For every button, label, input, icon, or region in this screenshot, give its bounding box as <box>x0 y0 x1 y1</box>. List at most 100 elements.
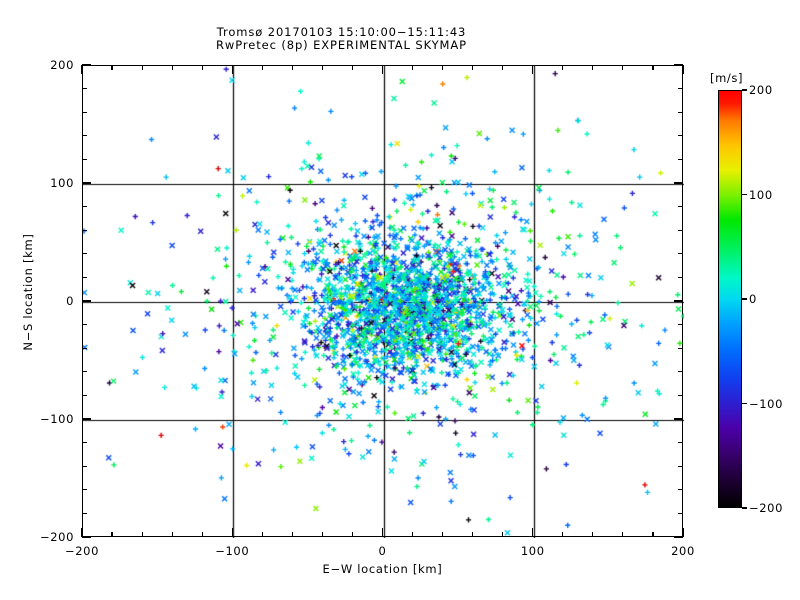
y-tick-label: −100 <box>40 412 74 426</box>
y-tick-label: 0 <box>66 294 74 308</box>
y-tick-right <box>678 276 683 278</box>
y-tick-left <box>82 253 87 255</box>
x-tick-top <box>81 65 83 74</box>
y-tick-left <box>82 347 87 349</box>
x-tick-bottom <box>321 532 323 537</box>
y-tick-right <box>678 371 683 373</box>
x-tick-bottom <box>502 532 504 537</box>
y-tick-right <box>678 253 683 255</box>
y-tick-left <box>82 394 87 396</box>
x-tick-bottom <box>141 532 143 537</box>
colorbar-tick-label: 100 <box>749 187 773 202</box>
y-tick-left <box>82 135 87 137</box>
y-tick-left <box>82 229 87 231</box>
colorbar-tick <box>742 193 747 196</box>
x-tick-bottom <box>381 528 384 537</box>
x-tick-bottom <box>442 532 444 537</box>
y-tick-right <box>678 229 683 231</box>
colorbar[interactable]: 200 100 0 −100 −200 <box>718 83 782 515</box>
x-tick-bottom <box>201 532 203 537</box>
y-tick-left <box>82 418 91 420</box>
x-tick-bottom <box>111 532 113 537</box>
x-tick-bottom <box>622 532 624 537</box>
x-tick-bottom <box>261 532 263 537</box>
x-tick-label: −100 <box>215 544 250 558</box>
y-tick-right <box>674 182 683 184</box>
y-tick-right <box>678 489 683 491</box>
x-tick-top <box>111 65 113 70</box>
x-tick-top <box>291 65 293 70</box>
colorbar-tick-label: 200 <box>749 83 773 97</box>
y-tick-right <box>678 158 683 160</box>
x-tick-top <box>562 65 564 70</box>
x-tick-top <box>652 65 654 70</box>
x-tick-top <box>592 65 594 70</box>
y-tick-right <box>674 418 683 420</box>
x-tick-bottom <box>562 532 564 537</box>
x-tick-bottom <box>411 532 414 537</box>
y-tick-left <box>82 489 87 491</box>
x-tick-top <box>351 65 354 70</box>
x-tick-top <box>472 65 474 70</box>
y-tick-right <box>678 394 683 396</box>
y-tick-right <box>678 206 683 208</box>
x-axis-title: E−W location [km] <box>322 562 443 576</box>
x-tick-bottom <box>351 532 354 537</box>
x-tick-top <box>321 65 323 70</box>
y-tick-label: 100 <box>50 176 74 190</box>
y-tick-left <box>82 182 91 184</box>
x-tick-bottom <box>81 528 83 537</box>
x-tick-label: 200 <box>671 544 695 558</box>
x-tick-bottom <box>682 528 684 537</box>
y-tick-left <box>82 536 91 538</box>
colorbar-tick <box>742 89 747 91</box>
colorbar-tick-label: −200 <box>749 501 783 515</box>
y-tick-left <box>82 512 87 514</box>
y-tick-right <box>678 442 683 444</box>
x-tick-top <box>261 65 263 70</box>
y-tick-right <box>678 465 683 467</box>
y-tick-left <box>82 111 87 113</box>
y-tick-left <box>82 465 87 467</box>
y-tick-right <box>678 88 683 90</box>
x-tick-top <box>141 65 143 70</box>
y-tick-left <box>82 158 87 160</box>
x-tick-top <box>231 65 233 74</box>
colorbar-unit-label: [m/s] <box>710 71 744 85</box>
x-tick-top <box>381 65 384 74</box>
colorbar-gradient <box>718 90 742 508</box>
colorbar-tick-label: 0 <box>749 292 757 306</box>
title-line-2: RwPretec (8p) EXPERIMENTAL SKYMAP <box>216 38 467 52</box>
x-tick-bottom <box>532 528 534 537</box>
x-tick-bottom <box>472 532 474 537</box>
y-tick-left <box>82 276 87 278</box>
y-tick-left <box>82 371 87 373</box>
y-tick-right <box>678 111 683 113</box>
x-tick-label: 0 <box>378 544 387 558</box>
y-tick-right <box>678 512 683 514</box>
y-tick-left <box>82 324 87 326</box>
x-tick-label: 100 <box>520 544 545 558</box>
colorbar-tick-label: −100 <box>749 396 783 411</box>
scatter-plot-canvas[interactable] <box>83 66 684 538</box>
x-tick-top <box>502 65 504 70</box>
y-tick-left <box>82 88 87 90</box>
x-tick-top <box>622 65 624 70</box>
x-tick-bottom <box>652 532 654 537</box>
plot-area[interactable] <box>82 65 684 538</box>
x-tick-bottom <box>171 532 173 537</box>
y-tick-left <box>82 300 91 302</box>
x-tick-bottom <box>291 532 293 537</box>
y-tick-right <box>674 300 683 302</box>
y-tick-right <box>674 64 683 66</box>
y-tick-label: −200 <box>40 530 74 544</box>
x-tick-bottom <box>592 532 594 537</box>
x-tick-top <box>201 65 203 70</box>
x-tick-label: −200 <box>65 544 99 558</box>
x-tick-top <box>411 65 414 70</box>
x-tick-top <box>442 65 444 70</box>
y-tick-label: 200 <box>50 58 74 72</box>
x-tick-top <box>682 65 684 74</box>
y-axis-title: N−S location [km] <box>21 233 35 351</box>
